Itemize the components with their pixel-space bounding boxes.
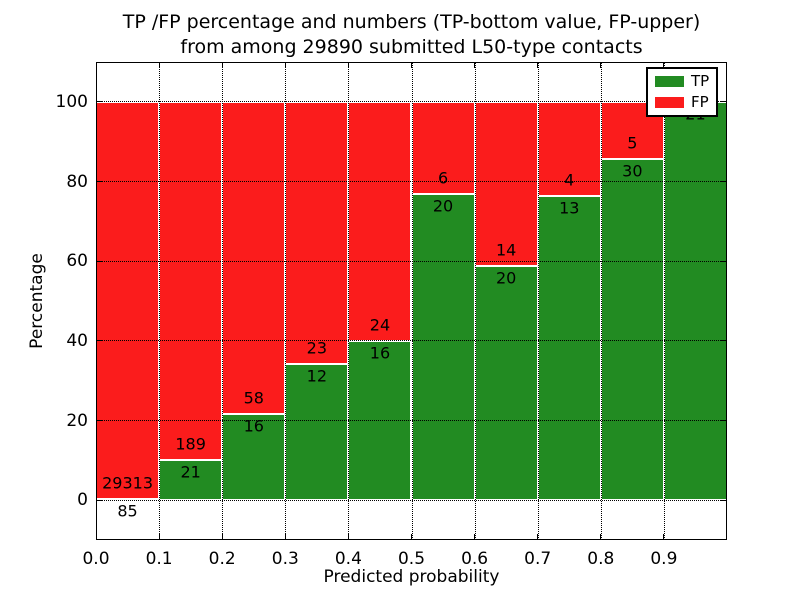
legend-label-fp: FP (691, 93, 709, 111)
y-tick-label-0: 0 (77, 490, 88, 511)
x-tick-top-0.6 (474, 63, 476, 68)
bar-segment-tp-bin9 (663, 101, 727, 501)
y-tick-left-80 (97, 181, 102, 182)
legend-swatch-fp (655, 97, 684, 108)
chart-title: TP /FP percentage and numbers (TP-bottom… (96, 10, 727, 60)
gridline-x-0.8 (600, 62, 602, 540)
x-tick-bottom-0.3 (284, 534, 286, 539)
x-tick-label-0.8: 0.8 (587, 549, 615, 569)
x-tick-bottom-0.2 (221, 534, 223, 539)
x-tick-label-0.4: 0.4 (334, 549, 362, 569)
x-tick-label-0.6: 0.6 (461, 549, 489, 569)
bar-segment-tp-bin5 (411, 193, 475, 501)
legend-swatch-tp (655, 76, 684, 87)
y-tick-label-80: 80 (66, 171, 88, 192)
bar-segment-fp-bin4 (348, 101, 412, 341)
y-tick-label-100: 100 (55, 91, 88, 112)
gridline-x-0.3 (285, 62, 287, 540)
x-tick-top-0.9 (663, 63, 665, 68)
gridline-x-0.9 (663, 62, 665, 540)
y-tick-left-20 (97, 420, 102, 421)
bar-segment-tp-bin7 (537, 195, 601, 501)
bar-label-tp-bin1: 21 (180, 462, 201, 482)
x-tick-top-0.2 (221, 63, 223, 68)
bar-segment-fp-bin3 (285, 101, 349, 364)
bar-label-tp-bin7: 13 (559, 198, 580, 217)
bar-label-tp-bin2: 16 (243, 416, 264, 436)
gridline-x-0.5 (411, 62, 413, 540)
x-axis-label: Predicted probability (323, 567, 500, 587)
bar-segment-fp-bin1 (159, 101, 223, 461)
bar-segment-tp-bin6 (474, 265, 538, 501)
x-tick-top-0.7 (537, 63, 539, 68)
gridline-x-0.1 (159, 62, 161, 540)
legend-label-tp: TP (691, 72, 710, 90)
x-tick-label-0.7: 0.7 (524, 549, 552, 569)
x-tick-bottom-0.7 (537, 534, 539, 539)
bar-label-tp-bin5: 20 (432, 196, 454, 216)
x-tick-bottom-0.8 (600, 534, 602, 539)
x-tick-bottom-0.5 (411, 534, 412, 539)
bar-segment-fp-bin0 (96, 101, 160, 499)
y-tick-right-40 (721, 340, 726, 342)
legend-item-fp: FP (655, 94, 709, 111)
x-tick-label-0.5: 0.5 (397, 549, 426, 569)
x-tick-label-0.3: 0.3 (271, 549, 299, 569)
bar-segment-fp-bin7 (537, 101, 601, 196)
chart-title-line2: from among 29890 submitted L50-type cont… (180, 36, 643, 58)
y-tick-left-60 (97, 260, 102, 262)
y-tick-right-20 (721, 420, 726, 421)
legend: TP FP (646, 67, 719, 117)
y-tick-label-20: 20 (66, 410, 88, 431)
bar-label-fp-bin8: 5 (627, 133, 638, 153)
y-tick-right-100 (721, 101, 726, 103)
bar-label-tp-bin4: 16 (369, 343, 391, 363)
bar-label-fp-bin0: 29313 (102, 473, 153, 493)
x-tick-bottom-0.4 (347, 534, 349, 539)
x-tick-bottom-0.1 (158, 534, 160, 539)
plot-area-border (96, 62, 727, 540)
bar-label-fp-bin1: 189 (175, 434, 206, 454)
gridline-x-0.6 (474, 62, 476, 540)
x-tick-label-0.9: 0.9 (650, 549, 678, 569)
bar-label-tp-bin0: 85 (117, 501, 138, 521)
x-tick-top-0.1 (158, 63, 160, 68)
x-tick-top-0.0 (95, 63, 97, 68)
x-tick-label-0.2: 0.2 (208, 549, 236, 569)
x-tick-top-0.8 (600, 63, 602, 68)
x-tick-bottom-0.9 (663, 534, 665, 539)
bar-label-fp-bin3: 23 (306, 338, 328, 358)
bar-label-fp-bin4: 24 (369, 315, 391, 335)
legend-item-tp: TP (655, 73, 709, 90)
x-tick-top-0.5 (411, 63, 412, 68)
y-tick-label-60: 60 (66, 251, 88, 272)
chart-title-line1: TP /FP percentage and numbers (TP-bottom… (122, 11, 701, 33)
y-tick-right-60 (721, 260, 726, 262)
y-tick-left-40 (97, 340, 102, 342)
x-tick-top-0.4 (347, 63, 349, 68)
y-tick-right-80 (721, 181, 726, 182)
bar-label-fp-bin5: 6 (437, 168, 449, 188)
y-tick-left-100 (97, 101, 102, 103)
bar-label-fp-bin2: 58 (243, 388, 264, 408)
gridline-x-0.4 (348, 62, 350, 540)
bar-label-tp-bin8: 30 (622, 161, 643, 181)
x-tick-label-0.1: 0.1 (145, 549, 173, 569)
gridline-x-0.7 (537, 62, 539, 540)
bar-label-tp-bin6: 20 (495, 268, 517, 288)
y-tick-right-0 (721, 499, 726, 501)
y-tick-left-0 (97, 499, 102, 501)
x-tick-top-0.3 (284, 63, 286, 68)
bar-label-tp-bin3: 12 (306, 366, 328, 386)
gridline-x-0.2 (222, 62, 224, 540)
x-tick-bottom-0.0 (95, 534, 97, 539)
y-tick-label-40: 40 (66, 330, 88, 351)
bar-label-fp-bin6: 14 (495, 240, 517, 260)
x-tick-label-0.0: 0.0 (82, 549, 110, 569)
x-tick-bottom-0.6 (474, 534, 476, 539)
bar-label-fp-bin7: 4 (564, 170, 575, 190)
